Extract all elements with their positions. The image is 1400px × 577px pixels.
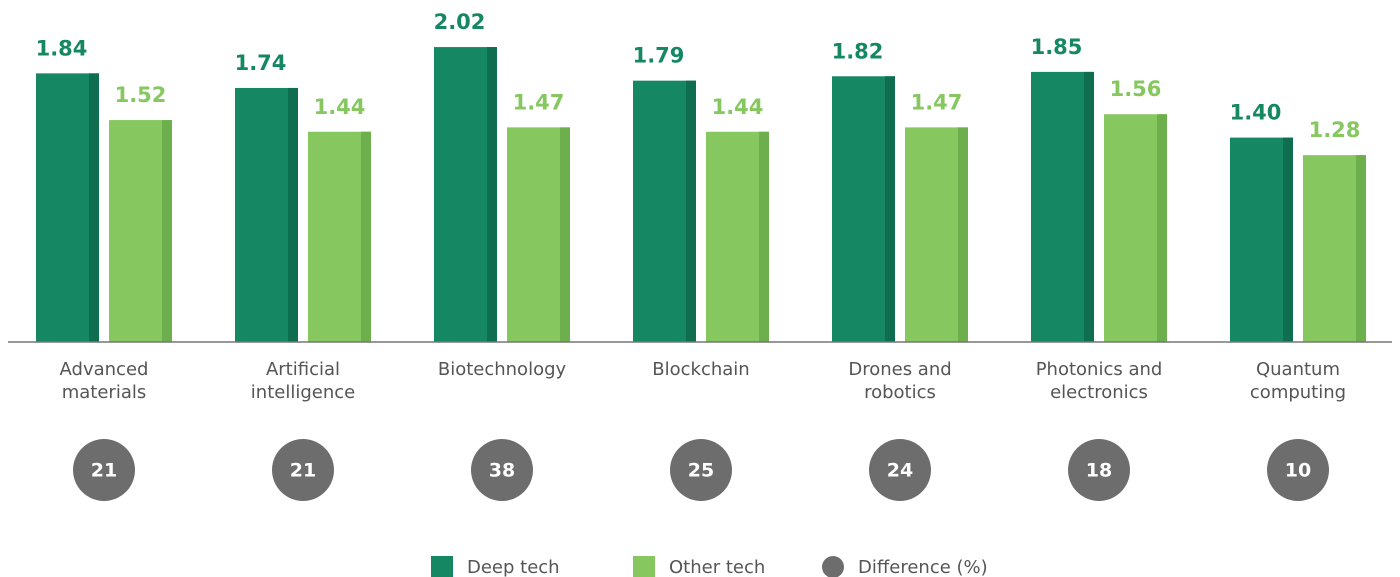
difference-label: 25 (688, 460, 714, 482)
bar-face (36, 73, 99, 343)
bar-edge (885, 76, 895, 342)
difference-label: 24 (887, 460, 913, 482)
bar-edge (361, 131, 371, 342)
value-label: 1.79 (633, 44, 685, 68)
bar (434, 47, 497, 343)
x-tick-label: Blockchain (652, 359, 750, 380)
legend-swatch (431, 556, 453, 577)
difference-circle (670, 439, 732, 501)
difference-label: 21 (91, 460, 117, 482)
bar (905, 127, 968, 342)
value-label: 1.74 (235, 51, 287, 75)
value-label: 1.44 (712, 95, 764, 119)
bar (1303, 155, 1366, 342)
bar-face (507, 127, 570, 342)
difference-label: 21 (290, 460, 316, 482)
bar (507, 127, 570, 342)
bar-face (633, 80, 696, 342)
value-label: 1.47 (911, 90, 963, 114)
value-label: 1.84 (36, 36, 88, 60)
bar-edge (759, 131, 769, 342)
bar-face (905, 127, 968, 342)
value-label: 1.40 (1230, 101, 1282, 125)
value-label: 1.28 (1309, 118, 1361, 142)
x-tick-label: Artificial intelligence (250, 359, 356, 403)
value-label: 1.44 (314, 95, 366, 119)
value-label: 1.82 (832, 39, 884, 63)
bar-edge (958, 127, 968, 342)
bar-face (235, 87, 298, 343)
bar (706, 131, 769, 342)
legend-swatch (822, 556, 844, 577)
legend-label: Difference (%) (858, 557, 988, 577)
legend-label: Deep tech (467, 557, 560, 577)
difference-label: 18 (1086, 460, 1112, 482)
bar-face (832, 76, 895, 342)
value-label: 1.47 (513, 90, 565, 114)
bar (235, 87, 298, 343)
difference-circle (73, 439, 135, 501)
difference-label: 10 (1285, 460, 1311, 482)
bar-edge (487, 47, 497, 343)
value-label: 1.52 (115, 83, 167, 107)
bar-edge (162, 120, 172, 342)
bar-edge (686, 80, 696, 342)
value-label: 1.85 (1031, 35, 1083, 59)
bar (1031, 71, 1094, 343)
difference-circle (1068, 439, 1130, 501)
bar-face (434, 47, 497, 343)
x-tick-label: Advanced materials (59, 359, 149, 403)
bar-face (308, 131, 371, 342)
value-label: 2.02 (434, 10, 486, 34)
bar-face (109, 120, 172, 342)
bar-face (1031, 71, 1094, 343)
bar-edge (1157, 114, 1167, 343)
bar-edge (1356, 155, 1366, 342)
bar (109, 120, 172, 342)
bar-face (1303, 155, 1366, 342)
legend-label: Other tech (669, 557, 765, 577)
bar-edge (560, 127, 570, 342)
bar-edge (1084, 71, 1094, 343)
x-tick-label: Drones and robotics (848, 359, 952, 403)
bar-edge (1283, 137, 1293, 342)
bar (1104, 114, 1167, 343)
bar-edge (89, 73, 99, 343)
bar-face (1230, 137, 1293, 342)
bar (308, 131, 371, 342)
difference-circle (1267, 439, 1329, 501)
difference-circle (272, 439, 334, 501)
value-label: 1.56 (1110, 77, 1162, 101)
difference-circle (869, 439, 931, 501)
bar-edge (288, 87, 298, 343)
x-tick-label: Photonics and electronics (1035, 359, 1163, 403)
bar (832, 76, 895, 342)
bar-face (706, 131, 769, 342)
x-tick-label: Biotechnology (437, 359, 567, 380)
difference-label: 38 (489, 460, 515, 482)
difference-circle (471, 439, 533, 501)
bar (1230, 137, 1293, 342)
bar (36, 73, 99, 343)
legend-swatch (633, 556, 655, 577)
x-tick-label: Quantum computing (1249, 359, 1347, 403)
bar-face (1104, 114, 1167, 343)
bar (633, 80, 696, 342)
